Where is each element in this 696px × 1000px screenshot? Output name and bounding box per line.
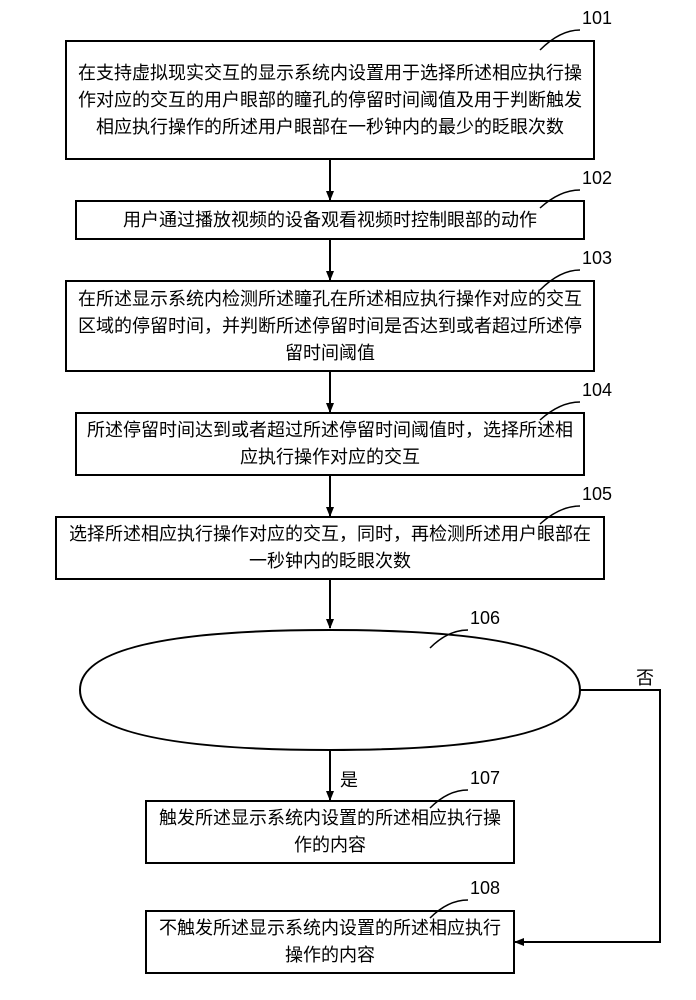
tag-101: 101 [582,8,612,29]
node-107: 触发所述显示系统内设置的所述相应执行操作的内容 [145,800,515,864]
node-105-text: 选择所述相应执行操作对应的交互，同时，再检测所述用户眼部在一秒钟内的眨眼次数 [67,521,593,575]
node-104: 所述停留时间达到或者超过所述停留时间阈值时，选择所述相应执行操作对应的交互 [75,412,585,476]
tag-106: 106 [470,608,500,629]
node-102: 用户通过播放视频的设备观看视频时控制眼部的动作 [75,200,585,240]
node-108: 不触发所述显示系统内设置的所述相应执行操作的内容 [145,910,515,974]
edge-label-yes: 是 [340,766,358,792]
node-105: 选择所述相应执行操作对应的交互，同时，再检测所述用户眼部在一秒钟内的眨眼次数 [55,516,605,580]
node-101: 在支持虚拟现实交互的显示系统内设置用于选择所述相应执行操作对应的交互的用户眼部的… [65,40,595,160]
tag-108: 108 [470,878,500,899]
tag-103: 103 [582,248,612,269]
edge-label-no: 否 [636,664,654,690]
node-106-text-wrap: 判断所述用户眼部在一秒钟内的眨眼次数是否出达到或超过所述一秒钟内的最少的所述眨眼… [115,644,545,736]
node-108-text: 不触发所述显示系统内设置的所述相应执行操作的内容 [157,915,503,969]
node-104-text: 所述停留时间达到或者超过所述停留时间阈值时，选择所述相应执行操作对应的交互 [87,417,573,471]
node-101-text: 在支持虚拟现实交互的显示系统内设置用于选择所述相应执行操作对应的交互的用户眼部的… [77,60,583,141]
node-106-text: 判断所述用户眼部在一秒钟内的眨眼次数是否出达到或超过所述一秒钟内的最少的所述眨眼… [115,663,545,717]
tag-107: 107 [470,768,500,789]
node-103-text: 在所述显示系统内检测所述瞳孔在所述相应执行操作对应的交互区域的停留时间，并判断所… [77,286,583,367]
tag-105: 105 [582,484,612,505]
flowchart-canvas: 在支持虚拟现实交互的显示系统内设置用于选择所述相应执行操作对应的交互的用户眼部的… [0,0,696,1000]
node-107-text: 触发所述显示系统内设置的所述相应执行操作的内容 [157,805,503,859]
tag-102: 102 [582,168,612,189]
tag-104: 104 [582,380,612,401]
node-102-text: 用户通过播放视频的设备观看视频时控制眼部的动作 [87,207,573,234]
node-103: 在所述显示系统内检测所述瞳孔在所述相应执行操作对应的交互区域的停留时间，并判断所… [65,280,595,372]
